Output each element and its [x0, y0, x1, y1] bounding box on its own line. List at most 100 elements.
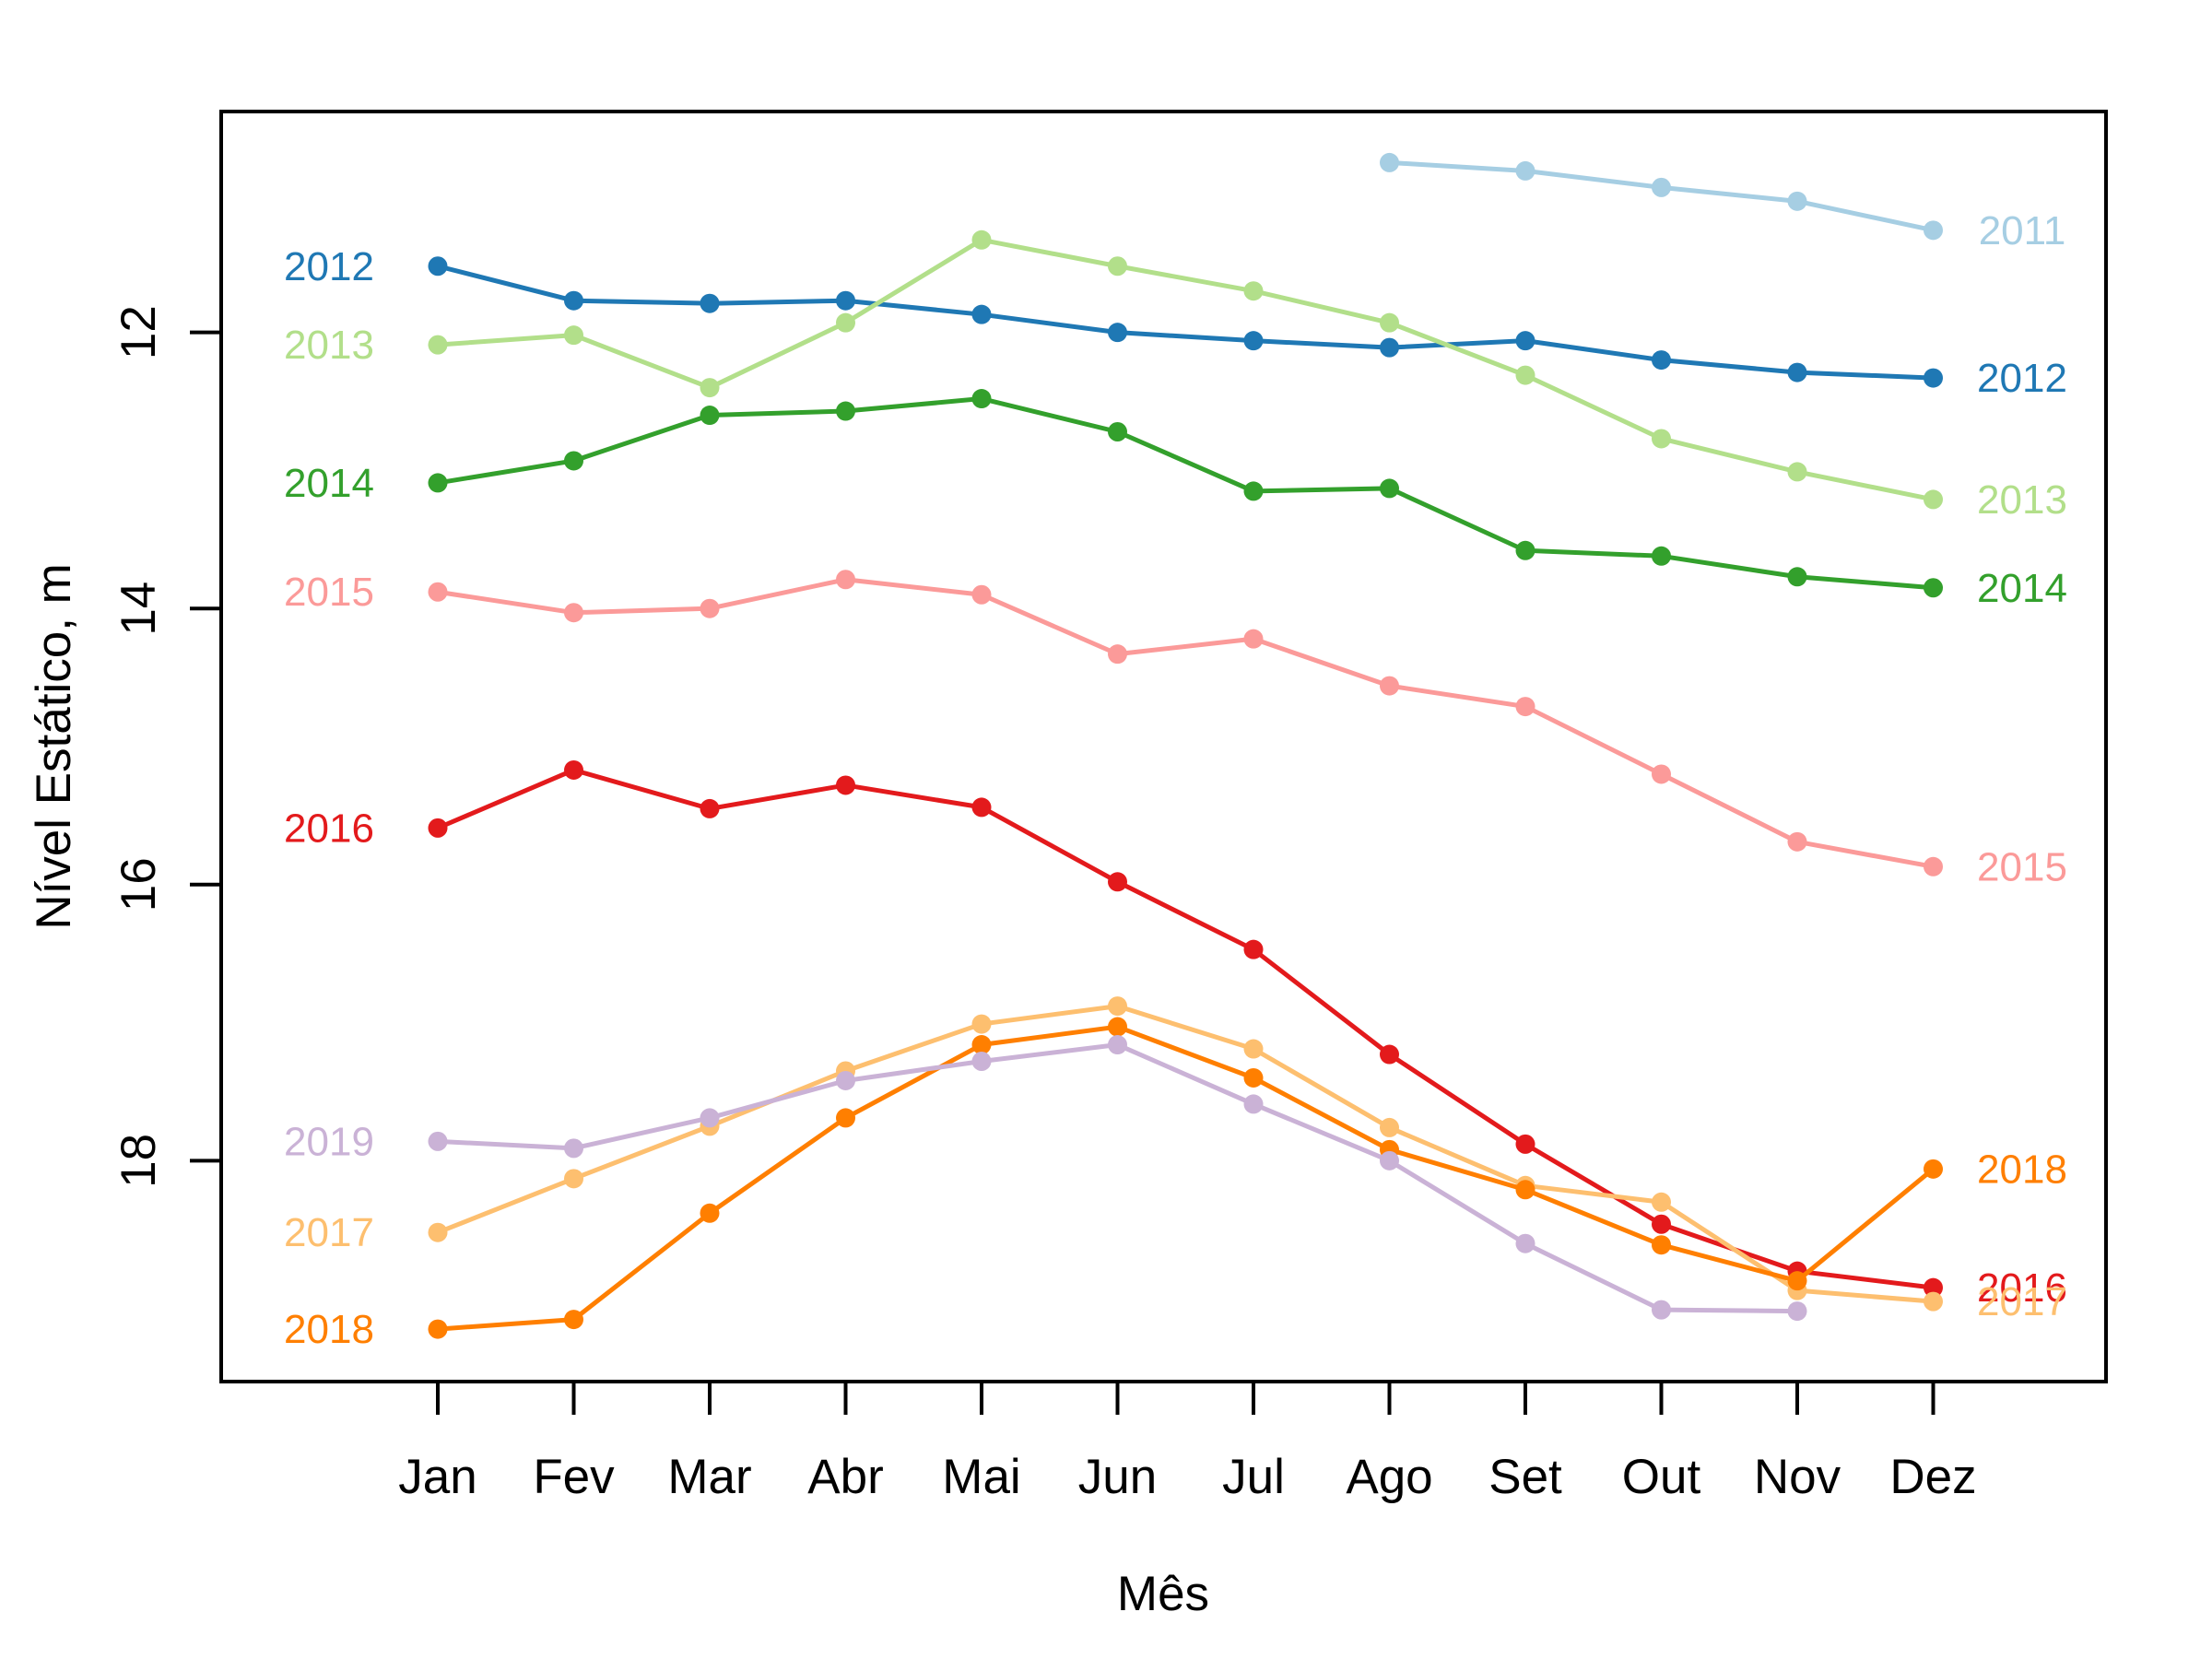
series-2019-point-Mar	[700, 1108, 720, 1128]
series-2015-point-Jun	[1108, 644, 1127, 665]
series-2019-point-Fev	[564, 1138, 583, 1159]
series-2014-point-Abr	[836, 401, 855, 421]
y-tick-label-12: 12	[112, 305, 166, 359]
year-label-right-2014: 2014	[1977, 566, 2067, 611]
series-2013-point-Ago	[1380, 312, 1399, 333]
y-tick-label-14: 14	[112, 582, 166, 636]
x-tick-label-Mai: Mai	[942, 1450, 1020, 1504]
series-2015-point-Dez	[1924, 856, 1943, 877]
series-2012-point-Mai	[971, 304, 992, 324]
year-label-right-2012: 2012	[1977, 356, 2067, 401]
series-2016-point-Fev	[564, 759, 583, 780]
series-2014-point-Nov	[1787, 567, 1807, 587]
series-2012-point-Jan	[428, 256, 448, 276]
year-label-left-2018: 2018	[284, 1307, 374, 1352]
series-2018-point-Jul	[1243, 1067, 1264, 1088]
series-2015-point-Abr	[836, 570, 855, 590]
y-tick-label-18: 18	[112, 1134, 166, 1188]
series-2011-point-Dez	[1924, 220, 1943, 241]
series-2019-point-Abr	[836, 1070, 855, 1090]
series-2014-line	[435, 396, 1936, 591]
series-2016	[428, 759, 1943, 1298]
series-2014-point-Jul	[1243, 481, 1264, 501]
series-2018-point-Set	[1515, 1180, 1535, 1200]
series-2018-point-Nov	[1787, 1271, 1807, 1291]
series-2015	[428, 570, 1943, 877]
series-2016-point-Jul	[1243, 939, 1264, 959]
year-label-left-2019: 2019	[284, 1119, 374, 1164]
plot-border	[219, 110, 2108, 1383]
year-label-right-2015: 2015	[1977, 844, 2067, 889]
series-2014-point-Set	[1515, 540, 1535, 560]
series-2019-point-Out	[1652, 1300, 1671, 1320]
year-label-right-2017: 2017	[1977, 1279, 2067, 1324]
series-2018-point-Abr	[836, 1108, 855, 1128]
series-2016-point-Mar	[700, 798, 720, 818]
series-2017-point-Jun	[1108, 996, 1127, 1017]
series-2018-line	[435, 1024, 1936, 1332]
series-2015-point-Mai	[971, 584, 992, 605]
x-tick-label-Ago: Ago	[1346, 1450, 1432, 1504]
year-label-right-2013: 2013	[1977, 477, 2067, 523]
series-2013-point-Abr	[836, 312, 855, 333]
x-tick-label-Nov: Nov	[1754, 1450, 1841, 1504]
series-2018-point-Jun	[1108, 1017, 1127, 1037]
series-2018-point-Fev	[564, 1310, 583, 1330]
year-label-right-2016: 2016	[1977, 1265, 2067, 1311]
series-2018-point-Mar	[700, 1203, 720, 1223]
series-2019-point-Set	[1515, 1233, 1535, 1253]
series-2017-point-Mai	[971, 1014, 992, 1034]
series-2016-point-Ago	[1380, 1044, 1399, 1065]
series-2013-line	[435, 237, 1936, 502]
series-2015-line	[435, 577, 1936, 869]
x-tick-label-Mar: Mar	[667, 1450, 751, 1504]
series-2012-point-Dez	[1924, 368, 1943, 388]
series-2012-point-Ago	[1380, 337, 1399, 358]
series-2018-point-Mai	[971, 1035, 992, 1055]
series-2015-point-Mar	[700, 598, 720, 618]
series-2015-point-Nov	[1787, 831, 1807, 852]
series-2014-point-Ago	[1380, 478, 1399, 499]
series-2019-point-Jan	[428, 1131, 448, 1151]
x-tick-label-Set: Set	[1488, 1450, 1562, 1504]
y-axis-ticks: 12 14 16 18	[112, 305, 221, 1188]
y-axis-title: Nível Estático, m	[27, 563, 81, 930]
series-2015-point-Jan	[428, 582, 448, 602]
series-2014-point-Jan	[428, 473, 448, 493]
series-2016-point-Jan	[428, 818, 448, 838]
series-2017-point-Dez	[1924, 1291, 1943, 1312]
series-2012-point-Out	[1652, 350, 1671, 371]
x-tick-label-Out: Out	[1622, 1450, 1701, 1504]
series-2017-point-Jan	[428, 1222, 448, 1242]
series-2014	[428, 389, 1943, 598]
series-2013-point-Jul	[1243, 281, 1264, 301]
series-2017-point-Jul	[1243, 1039, 1264, 1059]
series-2012-point-Mar	[700, 293, 720, 313]
series-2013-point-Out	[1652, 429, 1671, 449]
x-tick-label-Jul: Jul	[1222, 1450, 1285, 1504]
x-tick-label-Abr: Abr	[807, 1450, 883, 1504]
year-label-right-2011: 2011	[1979, 208, 2066, 253]
series-2013-point-Nov	[1787, 462, 1807, 482]
series-2014-point-Fev	[564, 451, 583, 471]
series-2012-point-Jul	[1243, 331, 1264, 351]
series-2011-point-Set	[1515, 160, 1535, 181]
series-2013-point-Set	[1515, 365, 1535, 385]
series-2016-point-Jun	[1108, 872, 1127, 892]
series-2015-point-Ago	[1380, 676, 1399, 696]
x-tick-label-Jun: Jun	[1078, 1450, 1157, 1504]
series-2019-point-Jul	[1243, 1094, 1264, 1114]
series-2013-point-Dez	[1924, 489, 1943, 510]
series-2011-point-Ago	[1380, 152, 1399, 172]
x-tick-label-Fev: Fev	[533, 1450, 615, 1504]
series-2016-point-Out	[1652, 1214, 1671, 1234]
year-label-left-2014: 2014	[284, 461, 374, 506]
series-2014-point-Mar	[700, 406, 720, 426]
series-2013-point-Mar	[700, 378, 720, 398]
series-2011-point-Nov	[1787, 191, 1807, 211]
series-2017-point-Ago	[1380, 1117, 1399, 1137]
series-2011-point-Out	[1652, 177, 1671, 197]
